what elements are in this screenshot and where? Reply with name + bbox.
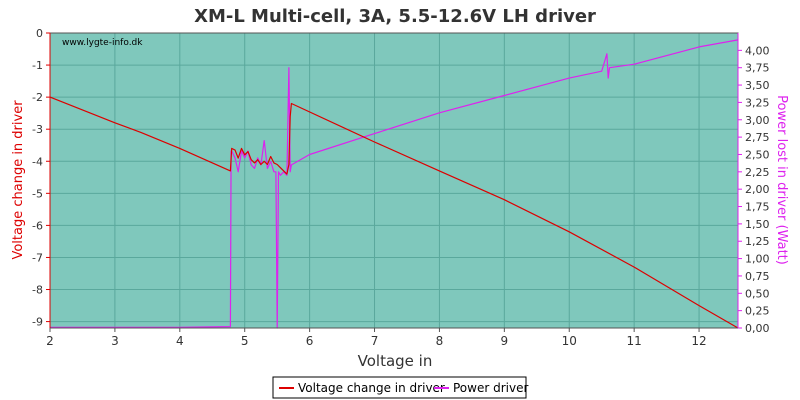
right-ticks: 0,00 0,25 0,50 0,75 1,00 1,25 1,50 1,75 2,00 2,25… <box>738 44 770 335</box>
x-tick-label: 12 <box>691 334 706 348</box>
series-line-voltage-change <box>49 96 739 329</box>
x-axis-label: Voltage in <box>358 352 433 370</box>
x-tick-label: 3 <box>111 334 119 348</box>
left-tick-label: -8 <box>32 284 43 297</box>
x-tick-label: 6 <box>306 334 314 348</box>
right-tick-label: 4,00 <box>745 44 770 57</box>
right-tick-label: 2,75 <box>745 131 770 144</box>
left-tick-label: -4 <box>32 155 43 168</box>
x-tick-label: 8 <box>436 334 444 348</box>
right-tick-label: 0,25 <box>745 305 770 318</box>
x-tick-label: 9 <box>501 334 509 348</box>
right-tick-label: 3,75 <box>745 62 770 75</box>
right-tick-label: 2,00 <box>745 183 770 196</box>
left-axis-label: Voltage change in driver <box>11 100 26 260</box>
series-line-power-driver <box>50 39 739 329</box>
left-ticks: 0 -1 -2 -3 -4 -5 -6 -7 -8 -9 <box>32 27 50 329</box>
left-tick-label: -9 <box>32 316 43 329</box>
series-layer <box>49 39 739 329</box>
plot-area <box>50 33 738 328</box>
x-tick-label: 7 <box>371 334 379 348</box>
left-tick-label: -5 <box>32 187 43 200</box>
x-tick-label: 2 <box>46 334 54 348</box>
right-tick-label: 0,75 <box>745 270 770 283</box>
chart-title: XM-L Multi-cell, 3A, 5.5-12.6V LH driver <box>194 6 596 27</box>
legend-label-voltage: Voltage change in driver <box>298 381 445 395</box>
x-tick-label: 4 <box>176 334 184 348</box>
right-tick-label: 3,25 <box>745 96 770 109</box>
left-tick-label: -2 <box>32 91 43 104</box>
right-tick-label: 3,50 <box>745 79 770 92</box>
left-tick-label: -6 <box>32 219 43 232</box>
x-tick-label: 10 <box>562 334 577 348</box>
legend-label-power: Power driver <box>453 381 528 395</box>
right-tick-label: 1,25 <box>745 235 770 248</box>
right-tick-label: 2,25 <box>745 166 770 179</box>
right-tick-label: 1,50 <box>745 218 770 231</box>
right-tick-label: 3,00 <box>745 114 770 127</box>
x-tick-label: 11 <box>627 334 642 348</box>
right-tick-label: 1,00 <box>745 253 770 266</box>
right-tick-label: 2,50 <box>745 148 770 161</box>
left-tick-label: -3 <box>32 123 43 136</box>
legend-box <box>272 376 527 399</box>
watermark: www.lygte-info.dk <box>62 38 143 48</box>
right-tick-label: 0,50 <box>745 287 770 300</box>
x-tick-label: 5 <box>241 334 249 348</box>
legend: Voltage change in driver Power driver <box>272 376 528 399</box>
right-tick-label: 1,75 <box>745 201 770 214</box>
left-tick-label: -1 <box>32 59 43 72</box>
right-tick-label: 0,00 <box>745 322 770 335</box>
right-axis-label: Power lost in driver (Watt) <box>774 95 789 265</box>
left-tick-label: 0 <box>36 27 43 40</box>
left-tick-label: -7 <box>32 251 43 264</box>
x-ticks: 2 3 4 5 6 7 8 9 10 11 12 <box>46 328 707 348</box>
